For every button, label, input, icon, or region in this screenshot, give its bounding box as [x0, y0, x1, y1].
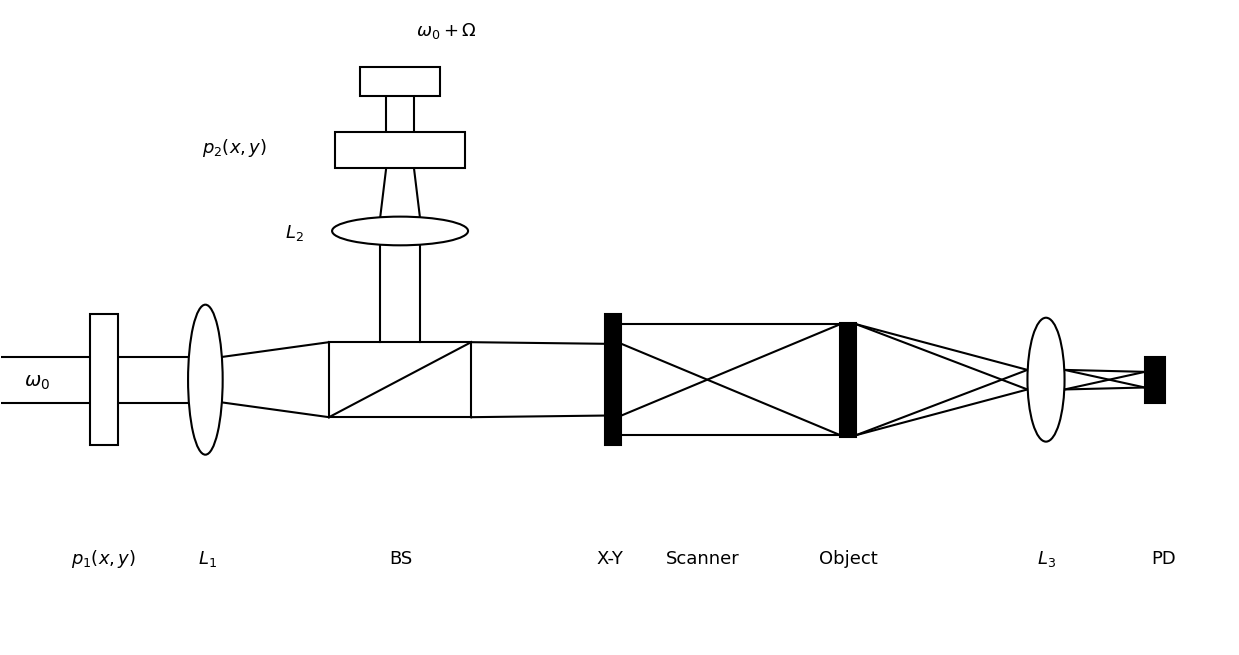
Bar: [359, 67, 440, 96]
Text: BS: BS: [389, 550, 413, 568]
Ellipse shape: [188, 305, 223, 455]
Bar: [90, 314, 118, 445]
Text: Scanner: Scanner: [665, 550, 740, 568]
Text: $p_1(x, y)$: $p_1(x, y)$: [72, 548, 136, 570]
Bar: [1145, 357, 1165, 403]
Ellipse shape: [1027, 318, 1064, 441]
Text: Object: Object: [819, 550, 877, 568]
Ellipse shape: [332, 217, 468, 246]
Bar: [330, 342, 471, 417]
Text: $\omega_0$: $\omega_0$: [24, 373, 50, 392]
Text: $p_2(x, y)$: $p_2(x, y)$: [202, 137, 268, 159]
Bar: [840, 323, 856, 437]
Text: X-Y: X-Y: [596, 550, 623, 568]
Text: $L_3$: $L_3$: [1037, 549, 1056, 569]
Bar: [336, 132, 465, 168]
Bar: [606, 314, 621, 445]
Text: PD: PD: [1151, 550, 1176, 568]
Text: $\omega_0 + \Omega$: $\omega_0 + \Omega$: [416, 21, 477, 41]
Text: $L_1$: $L_1$: [198, 549, 217, 569]
Text: $L_2$: $L_2$: [285, 223, 305, 243]
